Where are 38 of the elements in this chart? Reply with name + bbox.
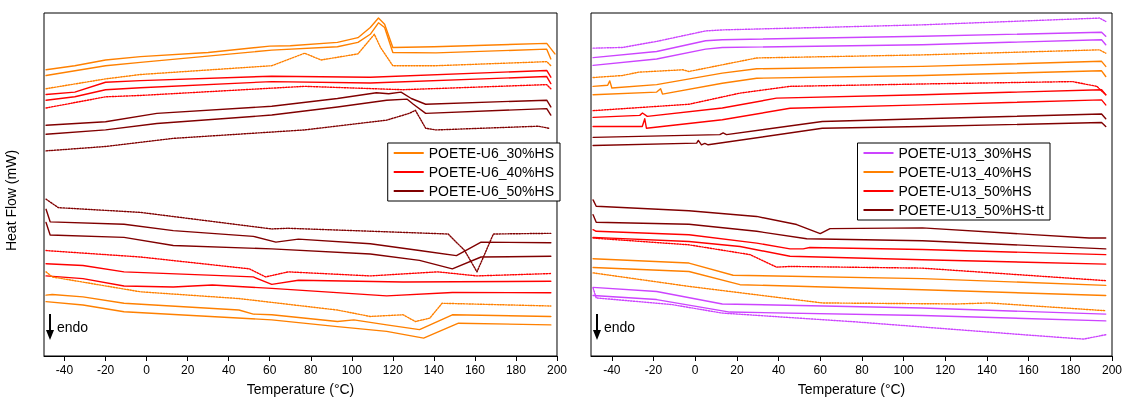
- x-tick-label: 160: [464, 363, 486, 377]
- x-tick-label: 140: [423, 363, 445, 377]
- legend-label: POETE-U13_40%HS: [898, 164, 1032, 180]
- x-tick-label: 80: [855, 363, 869, 377]
- x-tick-label: 60: [813, 363, 828, 377]
- x-tick-label: 120: [935, 363, 956, 377]
- x-tick-label: -40: [55, 363, 74, 377]
- x-tick-label: 20: [730, 363, 744, 377]
- x-tick-label: -20: [96, 363, 115, 377]
- legend-label: POETE-U13_50%HS: [898, 183, 1032, 199]
- x-axis-title: Temperature (°C): [246, 381, 355, 397]
- x-tick-label: 0: [691, 363, 699, 377]
- legend-label: POETE-U13_50%HS-tt: [898, 202, 1045, 218]
- legend-label: POETE-U6_30%HS: [428, 145, 555, 161]
- x-tick-label: 100: [341, 363, 363, 377]
- legend-label: POETE-U6_50%HS: [428, 183, 555, 199]
- x-tick-label: 200: [1101, 363, 1123, 377]
- legend-label: POETE-U6_40%HS: [428, 164, 555, 180]
- annotation: endo: [57, 319, 89, 335]
- x-tick-label: 20: [180, 363, 195, 377]
- x-tick-label: 100: [893, 363, 914, 377]
- x-tick-label: 80: [304, 363, 318, 377]
- x-tick-label: 40: [771, 363, 786, 377]
- x-tick-label: 200: [546, 363, 568, 377]
- x-tick-label: 160: [1018, 363, 1039, 377]
- legend-label: POETE-U13_30%HS: [898, 145, 1032, 161]
- y-axis-title: Heat Flow (mW): [3, 149, 19, 252]
- x-axis-title: Temperature (°C): [797, 381, 906, 397]
- x-tick-label: 120: [382, 363, 404, 377]
- x-tick-label: 60: [263, 363, 277, 377]
- x-tick-label: 180: [1060, 363, 1081, 377]
- x-tick-label: 40: [222, 363, 236, 377]
- x-tick-label: -20: [644, 363, 663, 377]
- x-tick-label: 180: [505, 363, 527, 377]
- x-tick-label: 0: [143, 363, 151, 377]
- x-tick-label: -40: [603, 363, 621, 377]
- annotation: endo: [604, 319, 636, 335]
- x-tick-label: 140: [976, 363, 998, 377]
